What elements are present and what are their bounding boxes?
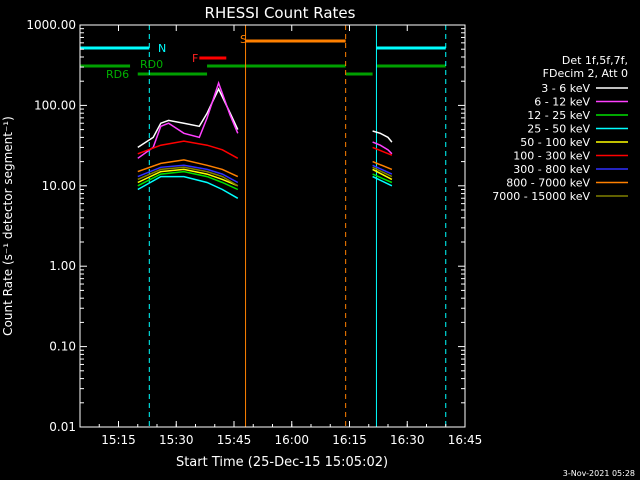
legend-label: 6 - 12 keV [534,96,590,109]
y-tick-label: 100.00 [34,98,76,112]
legend-header-line2: FDecim 2, Att 0 [543,67,628,80]
series-lines [137,80,393,199]
x-tick-label: 16:30 [390,433,425,447]
generated-timestamp: 3-Nov-2021 05:28 [563,469,635,478]
y-tick-label: 1.00 [49,259,76,273]
series-line-1-b [372,130,393,143]
series-line-2 [137,80,239,159]
time-markers [148,25,447,427]
series-line-6-b [372,146,393,156]
y-tick-label: 10.00 [42,179,76,193]
chart-title: RHESSI Count Rates [205,4,356,22]
series-line-7-b [372,164,393,175]
legend-label: 7000 - 15000 keV [492,190,590,203]
y-tick-label: 0.10 [49,340,76,354]
annotation-rd0: RD0 [140,58,163,71]
x-axis: 15:15 15:30 15:45 16:00 16:15 16:30 16:45 [79,25,483,447]
x-tick-label: 15:45 [217,433,252,447]
x-tick-label: 16:15 [332,433,367,447]
series-line-6 [137,140,239,159]
y-axis-label: Count Rate (s⁻¹ detector segment⁻¹) [1,116,15,336]
legend-label: 100 - 300 keV [513,150,590,163]
series-line-5 [137,168,239,187]
legend-label: 300 - 800 keV [513,163,590,176]
x-tick-label: 16:00 [274,433,309,447]
plot-area [79,24,466,428]
series-line-3-b [372,173,393,184]
y-tick-label: 1000.00 [26,18,76,32]
x-tick-label: 16:45 [448,433,483,447]
legend-label: 12 - 25 keV [527,109,590,122]
series-line-8-b [372,160,393,171]
x-tick-label: 15:30 [159,433,194,447]
legend-label: 50 - 100 keV [520,136,590,149]
series-line-4 [137,175,239,199]
annotation-rd6: RD6 [106,68,129,81]
series-line-7 [137,164,239,184]
annotation-n: N [158,42,166,55]
annotations: N S F RD0 RD6 [106,33,247,81]
x-axis-label: Start Time (25-Dec-15 15:05:02) [176,455,388,470]
y-axis: 0.01 0.10 1.00 10.00 100.00 1000.00 [26,18,465,434]
legend-label: 3 - 6 keV [541,82,590,95]
y-tick-label: 0.01 [49,420,76,434]
series-line-8 [137,159,239,178]
series-line-2-b [372,141,393,155]
series-line-5-b [372,168,393,181]
series-line-3 [137,170,239,191]
x-tick-label: 15:15 [101,433,136,447]
series-line-4-b [372,175,393,187]
annotation-f: F [192,52,198,65]
series-line-9 [137,166,239,187]
series-line-9-b [372,166,393,178]
legend-label: 25 - 50 keV [527,123,590,136]
legend: Det 1f,5f,7f, FDecim 2, Att 0 3 - 6 keV6… [492,54,628,203]
legend-label: 800 - 7000 keV [506,177,590,190]
annotation-s: S [240,33,247,46]
legend-header-line1: Det 1f,5f,7f, [562,54,628,67]
